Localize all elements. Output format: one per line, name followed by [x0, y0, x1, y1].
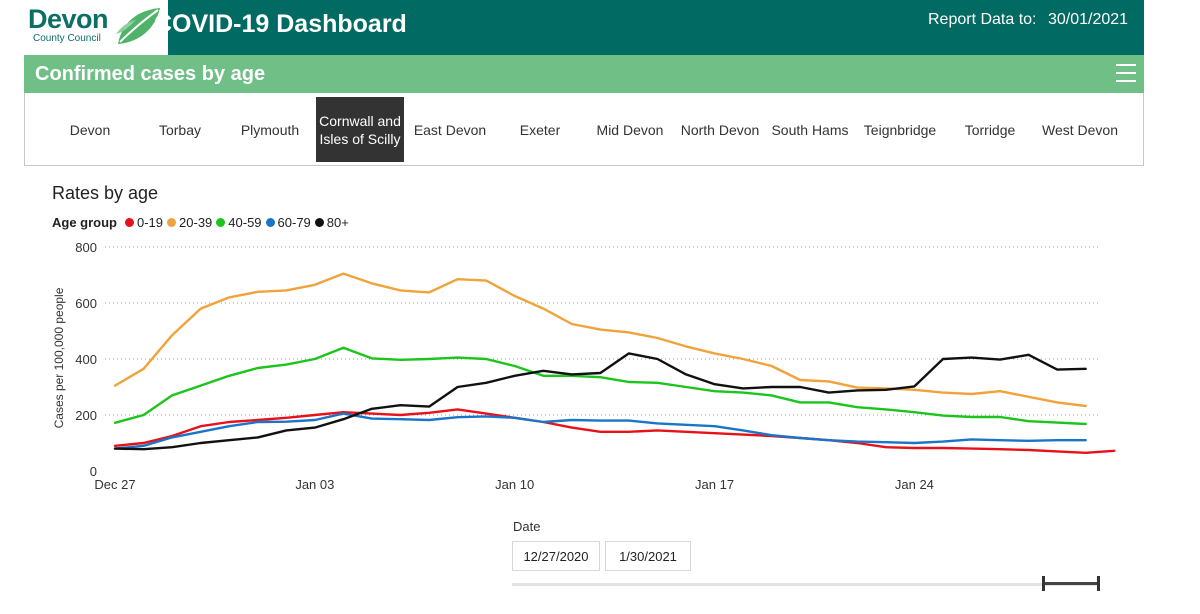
tab-exeter[interactable]: Exeter [519, 121, 561, 138]
legend-label: 20-39 [179, 215, 213, 230]
tab-plymouth[interactable]: Plymouth [240, 121, 300, 138]
legend-dot [314, 218, 324, 227]
tab-cornwall-and-isles-of-scilly[interactable]: Cornwall and Isles of Scilly [316, 97, 404, 162]
legend-dot [167, 218, 177, 227]
series-line-0-19 [113, 408, 1116, 454]
end-date-input[interactable]: 1/30/2021 [605, 541, 691, 571]
legend-item-60-79[interactable]: 60-79 [265, 215, 311, 230]
tab-west-devon[interactable]: West Devon [1042, 121, 1118, 138]
y-tick-label: 0 [90, 464, 97, 479]
report-data-label: Report Data to: [928, 11, 1037, 28]
legend-label: 0-19 [137, 215, 164, 230]
y-tick-label: 600 [75, 296, 97, 311]
y-tick-label: 200 [75, 408, 97, 423]
x-tick-label: Jan 03 [295, 477, 334, 492]
series-line-60-79 [113, 412, 1087, 450]
x-tick-label: Jan 10 [495, 477, 534, 492]
report-date: 30/01/2021 [1048, 11, 1129, 28]
legend-item-80-plus[interactable]: 80+ [314, 215, 349, 230]
y-tick-label: 800 [75, 240, 97, 255]
dashboard-header: Devon County Council COVID-19 Dashboard … [24, 0, 1144, 55]
tab-north-devon[interactable]: North Devon [680, 121, 760, 138]
logo-subtext: County Council [33, 33, 101, 44]
legend-label: 40-59 [228, 215, 262, 230]
date-slider-end-handle[interactable] [1097, 576, 1100, 591]
section-title: Confirmed cases by age [35, 63, 266, 85]
legend-item-20-39[interactable]: 20-39 [167, 215, 212, 230]
tab-mid-devon[interactable]: Mid Devon [596, 121, 664, 138]
area-tabs: Devon Torbay Plymouth Cornwall and Isles… [24, 93, 1144, 166]
y-tick-label: 400 [75, 352, 97, 367]
legend-dot [216, 218, 226, 227]
series-line-80-plus [113, 352, 1087, 451]
tab-east-devon[interactable]: East Devon [413, 121, 487, 138]
legend-dot [125, 218, 134, 227]
series-line-40-59 [113, 346, 1087, 426]
legend-label: 80+ [326, 215, 349, 230]
legend-item-40-59[interactable]: 40-59 [216, 215, 262, 230]
section-bar: Confirmed cases by age [24, 55, 1144, 93]
legend-title: Age group [52, 215, 117, 230]
leaf-icon [116, 8, 160, 44]
x-tick-label: Jan 24 [895, 477, 934, 492]
date-slider-start-handle[interactable] [1042, 576, 1045, 591]
legend-dot [265, 218, 275, 227]
x-tick-label: Dec 27 [94, 477, 135, 492]
chart-legend: Age group 0-19 20-39 40-59 60-79 80+ [52, 215, 353, 230]
chart-title: Rates by age [52, 183, 159, 203]
x-tick-label: Jan 17 [695, 477, 734, 492]
page-title: COVID-19 Dashboard [154, 10, 407, 38]
date-filter-label: Date [513, 519, 541, 534]
tab-devon[interactable]: Devon [69, 121, 111, 138]
date-slider-range [1043, 582, 1099, 585]
legend-label: 60-79 [277, 215, 311, 230]
y-axis-title: Cases per 100,000 people [52, 287, 66, 428]
date-slider-track[interactable] [512, 583, 1100, 586]
devon-logo: Devon County Council [24, 0, 168, 55]
tab-torridge[interactable]: Torridge [964, 121, 1016, 138]
series-line-20-39 [113, 272, 1087, 408]
tab-south-hams[interactable]: South Hams [771, 121, 849, 138]
logo-text: Devon [28, 4, 109, 34]
tab-teignbridge[interactable]: Teignbridge [863, 121, 937, 138]
legend-item-0-19[interactable]: 0-19 [125, 215, 163, 230]
tab-torbay[interactable]: Torbay [158, 121, 202, 138]
start-date-input[interactable]: 12/27/2020 [512, 541, 600, 571]
hamburger-menu-icon[interactable] [1116, 64, 1136, 84]
